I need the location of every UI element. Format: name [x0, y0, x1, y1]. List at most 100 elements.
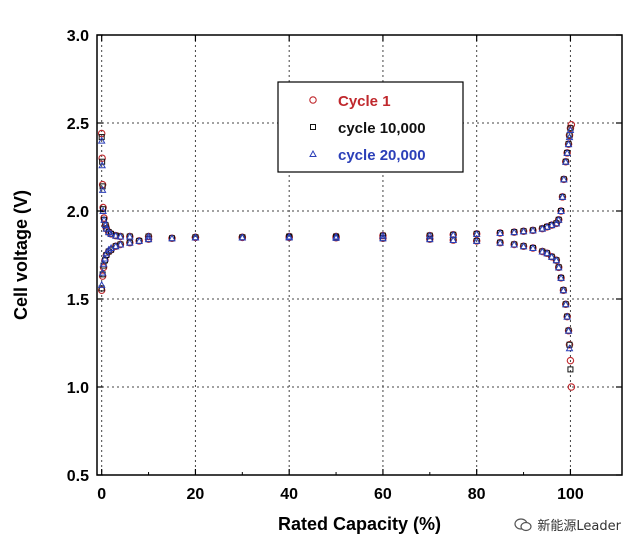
- x-tick-label: 20: [187, 486, 205, 503]
- data-point-charge: [101, 254, 109, 262]
- data-point-charge: [168, 234, 176, 242]
- data-point-charge: [557, 206, 565, 214]
- y-tick-label: 0.5: [67, 468, 89, 485]
- data-point-discharge: [566, 356, 575, 365]
- data-point-charge: [379, 231, 387, 239]
- data-point-charge: [472, 229, 481, 237]
- data-point-discharge: [100, 206, 107, 213]
- data-point-charge: [98, 285, 105, 292]
- data-point-discharge: [538, 247, 547, 255]
- data-point-charge: [116, 240, 125, 248]
- legend-box: [277, 81, 464, 173]
- data-point-charge: [107, 243, 115, 251]
- data-point-discharge: [99, 203, 107, 212]
- data-point-charge: [564, 140, 573, 148]
- data-point-discharge: [510, 240, 519, 248]
- data-point-charge: [538, 224, 547, 232]
- data-point-discharge: [98, 185, 107, 193]
- data-point-discharge: [529, 243, 537, 251]
- data-point-charge: [425, 231, 434, 239]
- plot-frame: [96, 34, 623, 476]
- data-point-charge: [560, 175, 568, 183]
- data-point-discharge: [557, 273, 565, 281]
- data-point-discharge: [100, 215, 108, 223]
- y-tick-label: 1.0: [67, 380, 89, 397]
- data-point-discharge: [496, 238, 504, 246]
- data-point-charge: [554, 215, 563, 223]
- data-point-charge: [104, 245, 113, 253]
- data-point-charge: [111, 242, 120, 250]
- legend-marker-3: [309, 149, 317, 157]
- grid-lines: [97, 34, 622, 476]
- data-point-charge: [567, 125, 574, 132]
- data-point-charge: [561, 157, 570, 165]
- data-point-discharge: [99, 183, 106, 190]
- y-tick-label: 2.0: [67, 204, 89, 221]
- data-point-discharge: [566, 341, 573, 348]
- data-point-discharge: [191, 233, 200, 241]
- data-point-charge: [529, 226, 537, 234]
- data-point-discharge: [565, 344, 574, 352]
- data-point-charge: [99, 259, 108, 267]
- x-tick-label: 60: [374, 486, 392, 503]
- data-point-discharge: [552, 256, 561, 264]
- data-point-charge: [102, 249, 111, 257]
- data-point-discharge: [519, 242, 528, 250]
- y-axis-title: Cell voltage (V): [11, 190, 31, 320]
- y-tick-label: 3.0: [67, 28, 89, 45]
- data-point-charge: [519, 227, 528, 235]
- x-tick-label: 0: [97, 486, 106, 503]
- data-point-discharge: [547, 252, 556, 260]
- data-point-discharge: [564, 326, 573, 334]
- legend-label-1: Cycle 1: [338, 93, 391, 110]
- data-point-discharge: [449, 235, 458, 244]
- data-point-discharge: [238, 233, 247, 241]
- data-point-discharge: [107, 229, 115, 237]
- y-tick-label: 2.5: [67, 116, 89, 133]
- data-point-discharge: [559, 286, 568, 294]
- watermark-text: 新能源Leader: [537, 519, 621, 534]
- data-point-discharge: [97, 136, 106, 144]
- data-point-charge: [565, 133, 574, 141]
- y-tick-label: 1.5: [67, 292, 89, 309]
- data-point-charge: [552, 219, 561, 227]
- x-tick-label: 80: [468, 486, 486, 503]
- axis-ticks: 0 20 40 60 80 100 0.5 1.0 1.5 2.0 2.5 3.0: [67, 28, 622, 503]
- data-point-charge: [496, 228, 504, 236]
- legend-label-3: cycle 20,000: [338, 147, 426, 164]
- data-point-discharge: [332, 233, 340, 241]
- series-markers: [97, 121, 576, 391]
- x-axis-title: Rated Capacity (%): [278, 514, 441, 534]
- wechat-icon: [514, 517, 533, 531]
- data-point-discharge: [98, 134, 105, 141]
- data-point-discharge: [116, 232, 125, 240]
- data-point-discharge: [561, 300, 570, 308]
- legend: Cycle 1 cycle 10,000 cycle 20,000: [277, 81, 464, 173]
- data-point-charge: [547, 221, 556, 229]
- legend-label-2: cycle 10,000: [338, 120, 426, 137]
- data-point-charge: [97, 280, 106, 288]
- data-point-discharge: [99, 158, 106, 165]
- watermark: 新能源Leader: [514, 515, 621, 534]
- data-point-charge: [125, 238, 134, 246]
- data-point-charge: [543, 222, 551, 230]
- data-point-discharge: [102, 224, 111, 232]
- data-point-charge: [332, 232, 340, 240]
- data-point-charge: [566, 124, 575, 133]
- data-point-charge: [98, 272, 107, 280]
- data-point-discharge: [425, 235, 434, 243]
- data-point-charge: [563, 148, 571, 156]
- data-point-discharge: [111, 231, 120, 239]
- data-point-discharge: [567, 366, 574, 373]
- data-point-discharge: [567, 383, 576, 391]
- data-point-discharge: [285, 233, 294, 241]
- legend-marker-1: [309, 96, 317, 104]
- data-point-discharge: [125, 232, 134, 240]
- data-point-discharge: [472, 236, 481, 244]
- x-tick-label: 100: [557, 486, 584, 503]
- data-point-discharge: [144, 232, 153, 240]
- data-point-discharge: [543, 249, 551, 257]
- data-point-charge: [566, 125, 575, 134]
